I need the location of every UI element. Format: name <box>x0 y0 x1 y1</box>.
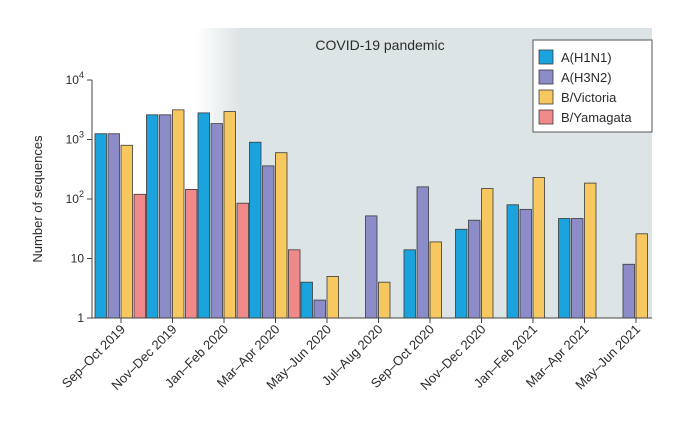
y-axis-label: Number of sequences <box>30 135 45 263</box>
y-tick-label: 103 <box>66 130 84 147</box>
bar-b-victoria-1 <box>172 109 185 319</box>
bar-b-yamagata-3 <box>288 249 301 319</box>
legend-swatch <box>538 69 554 85</box>
bar-a-h3n2--3 <box>262 165 275 319</box>
bar-a-h1n1--9 <box>558 218 571 319</box>
bar-a-h3n2--8 <box>519 208 532 319</box>
y-tick-label: 104 <box>66 70 84 87</box>
bar-a-h3n2--7 <box>468 219 481 319</box>
bar-b-victoria-10 <box>635 233 648 319</box>
bar-a-h3n2--10 <box>622 263 635 319</box>
bar-b-victoria-8 <box>532 177 545 319</box>
y-tick-label: 102 <box>66 189 84 206</box>
bar-b-yamagata-0 <box>133 193 146 319</box>
legend-swatch <box>538 49 554 65</box>
bar-a-h3n2--6 <box>416 186 429 319</box>
bar-a-h1n1--6 <box>403 249 416 319</box>
legend-swatch <box>538 89 554 105</box>
bar-a-h1n1--2 <box>197 112 210 319</box>
bar-a-h1n1--7 <box>455 228 468 319</box>
bar-a-h1n1--1 <box>146 114 159 319</box>
bar-b-yamagata-1 <box>185 188 198 319</box>
bar-a-h3n2--4 <box>313 299 326 319</box>
bar-a-h1n1--4 <box>300 281 313 319</box>
bar-b-victoria-3 <box>275 152 288 319</box>
bar-a-h3n2--5 <box>365 215 378 319</box>
legend-label: A(H1N1) <box>561 50 612 65</box>
legend-swatch <box>538 109 554 125</box>
bar-b-victoria-2 <box>223 111 236 319</box>
bar-b-victoria-9 <box>584 182 597 319</box>
bar-b-victoria-4 <box>326 276 339 319</box>
y-tick-label: 1 <box>77 311 84 325</box>
bar-b-victoria-0 <box>120 144 133 319</box>
legend-label: B/Yamagata <box>561 110 632 125</box>
bar-b-victoria-7 <box>481 188 494 319</box>
bar-a-h3n2--1 <box>159 114 172 319</box>
pandemic-annotation: COVID-19 pandemic <box>315 37 444 53</box>
bar-a-h1n1--8 <box>506 204 519 319</box>
bar-a-h1n1--3 <box>249 141 262 319</box>
legend-label: A(H3N2) <box>561 70 612 85</box>
bar-a-h3n2--2 <box>210 123 223 319</box>
bar-a-h3n2--9 <box>571 218 584 319</box>
legend-label: B/Victoria <box>561 90 617 105</box>
bar-b-yamagata-2 <box>236 202 249 319</box>
bar-a-h1n1--0 <box>94 133 107 319</box>
bar-b-victoria-5 <box>378 281 391 319</box>
bar-b-victoria-6 <box>429 241 442 319</box>
bar-a-h3n2--0 <box>107 133 120 319</box>
y-tick-label: 10 <box>71 252 85 266</box>
